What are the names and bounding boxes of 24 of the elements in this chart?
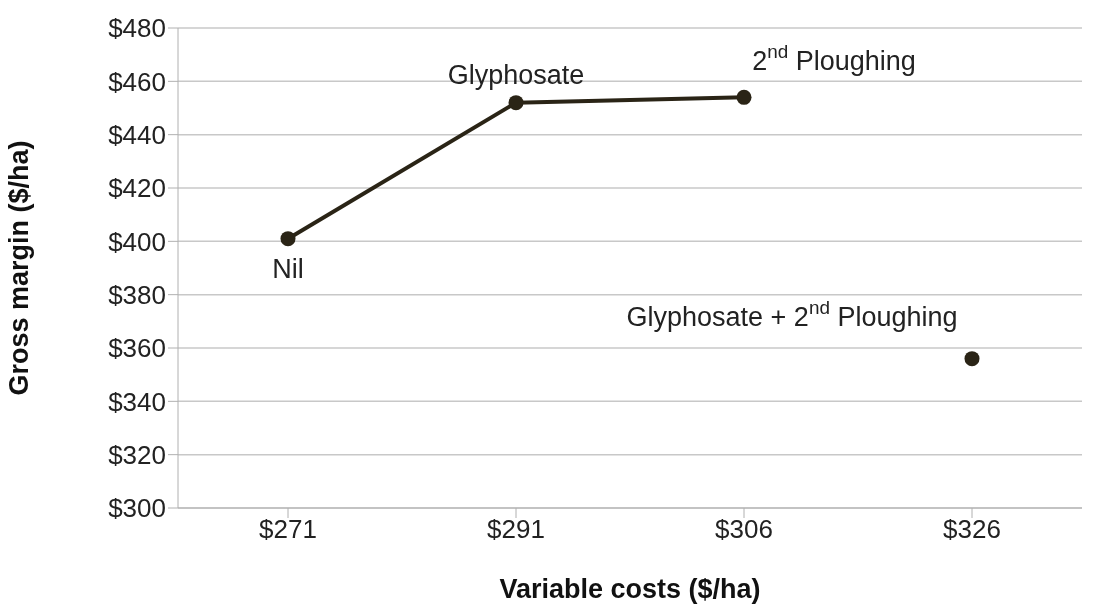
y-tick-label: $440 [108, 119, 166, 150]
annotation: Glyphosate [447, 59, 585, 90]
annotation: 2$^{nd}$ Ploughing [752, 40, 916, 77]
y-tick-label: $340 [108, 386, 166, 417]
y-tick-label: $420 [108, 173, 166, 204]
annotation: Glyphosate + 2$^{nd}$ Ploughing [626, 296, 958, 332]
x-tick-label: $306 [715, 514, 773, 545]
y-tick-label: $360 [108, 333, 166, 364]
x-tick-label: $326 [943, 514, 1001, 545]
point [964, 351, 980, 367]
point [736, 89, 752, 105]
x-tick-label: $271 [259, 514, 317, 545]
y-axis-title: Gross margin ($/ha) [3, 140, 34, 396]
annotation: Nil [272, 253, 304, 284]
y-tick-label: $460 [108, 66, 166, 97]
x-tick-label: $291 [487, 514, 545, 545]
y-tick-label: $320 [108, 439, 166, 470]
y-tick-label: $480 [108, 13, 166, 44]
point [280, 231, 296, 247]
y-tick-label: $380 [108, 279, 166, 310]
point [508, 95, 524, 111]
y-tick-label: $300 [108, 493, 166, 524]
y-tick-label: $400 [108, 226, 166, 257]
x-axis-title: Variable costs ($/ha) [499, 574, 761, 604]
